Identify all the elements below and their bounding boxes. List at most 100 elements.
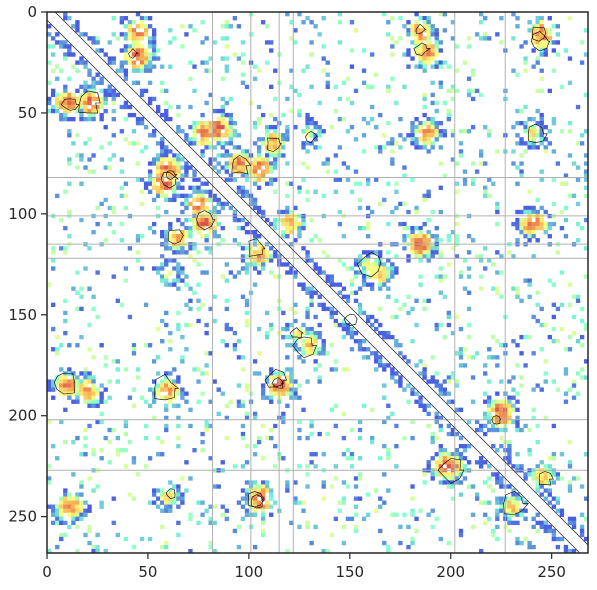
heatmap-cell (378, 201, 383, 207)
heatmap-cell (559, 452, 565, 457)
heatmap-cell (216, 129, 221, 134)
heatmap-cell (252, 484, 258, 489)
heatmap-cell (559, 536, 565, 542)
heatmap-cell (378, 278, 383, 283)
heatmap-cell (63, 375, 68, 380)
y-tick-label: 150 (8, 306, 37, 324)
heatmap-cell (543, 524, 548, 530)
heatmap-cell (184, 282, 189, 287)
heatmap-cell (143, 32, 149, 37)
heatmap-cell (123, 32, 129, 37)
heatmap-cell (87, 112, 92, 118)
heatmap-cell (176, 278, 181, 283)
heatmap-cell (289, 395, 294, 400)
heatmap-cell (196, 298, 201, 303)
contour-line (305, 131, 319, 144)
contour-line (356, 252, 382, 278)
heatmap-cell (349, 427, 355, 433)
heatmap-cell (139, 68, 145, 73)
heatmap-cell (337, 282, 343, 287)
heatmap-cell (438, 427, 443, 433)
heatmap-cell (135, 80, 141, 85)
heatmap-cell (555, 32, 561, 37)
heatmap-cell (285, 129, 290, 134)
heatmap-cell (329, 314, 334, 320)
heatmap-cell (466, 129, 472, 134)
heatmap-cell (269, 492, 274, 497)
heatmap-cell (285, 355, 290, 360)
heatmap-cell (406, 524, 411, 530)
heatmap-cell (297, 427, 302, 433)
heatmap-cell (499, 435, 504, 441)
heatmap-cell (256, 488, 262, 493)
heatmap-cell (515, 391, 520, 396)
heatmap-cell (438, 383, 443, 388)
heatmap-cell (269, 165, 274, 170)
heatmap-cell (382, 262, 387, 267)
heatmap-cell (135, 68, 141, 73)
heatmap-cell (168, 330, 173, 336)
heatmap-cell (232, 343, 238, 348)
heatmap-cell (386, 258, 391, 263)
heatmap-cell (244, 193, 250, 199)
heatmap-cell (111, 209, 116, 215)
heatmap-cell (478, 456, 484, 461)
heatmap-cell (442, 334, 447, 340)
contour-line (60, 98, 80, 111)
heatmap-cell (192, 205, 197, 211)
heatmap-cell (192, 137, 197, 142)
heatmap-cell (188, 306, 193, 312)
heatmap-cell (523, 423, 528, 429)
heatmap-cell (208, 197, 213, 203)
heatmap-cell (99, 88, 104, 94)
heatmap-cell (515, 500, 520, 505)
heatmap-cell (365, 221, 371, 227)
heatmap-cell (426, 234, 431, 239)
heatmap-cell (563, 347, 569, 352)
heatmap-cell (341, 322, 347, 328)
heatmap-cell (357, 472, 363, 477)
heatmap-cell (305, 112, 310, 118)
heatmap-cell (252, 161, 258, 166)
heatmap-cell (252, 197, 258, 203)
heatmap-cell (515, 108, 520, 114)
heatmap-cell (499, 496, 504, 501)
heatmap-cell (224, 326, 229, 332)
heatmap-cell (418, 52, 423, 57)
heatmap-cell (559, 476, 565, 481)
heatmap-cell (143, 302, 149, 308)
heatmap-cell (410, 125, 415, 130)
heatmap-cell (224, 165, 229, 170)
heatmap-cell (147, 52, 153, 57)
heatmap-cell (269, 375, 274, 380)
heatmap-cell (147, 189, 153, 194)
heatmap-cell (273, 149, 278, 154)
heatmap-cell (361, 149, 367, 154)
heatmap-cell (151, 129, 157, 134)
heatmap-cell (273, 383, 278, 388)
heatmap-cell (281, 326, 286, 332)
heatmap-cell (200, 20, 205, 25)
heatmap-cell (418, 56, 423, 61)
heatmap-cell (511, 149, 516, 154)
heatmap-cell (87, 157, 92, 162)
heatmap-cell (180, 355, 185, 360)
heatmap-cell (434, 383, 439, 388)
heatmap-cell (422, 306, 427, 312)
heatmap-cell (523, 221, 528, 227)
heatmap-cell (236, 145, 242, 150)
heatmap-cell (410, 121, 415, 126)
heatmap-cell (232, 133, 238, 138)
heatmap-cell (321, 548, 326, 553)
heatmap-cell (511, 512, 516, 517)
heatmap-cell (63, 88, 68, 94)
y-tick-label: 0 (27, 3, 37, 21)
heatmap-cell (495, 290, 500, 295)
heatmap-cell (551, 423, 557, 429)
heatmap-cell (75, 306, 80, 312)
heatmap-cell (228, 326, 234, 332)
heatmap-cell (422, 367, 427, 372)
heatmap-cell (99, 395, 104, 400)
heatmap-cell (309, 298, 314, 303)
heatmap-cell (135, 472, 141, 477)
